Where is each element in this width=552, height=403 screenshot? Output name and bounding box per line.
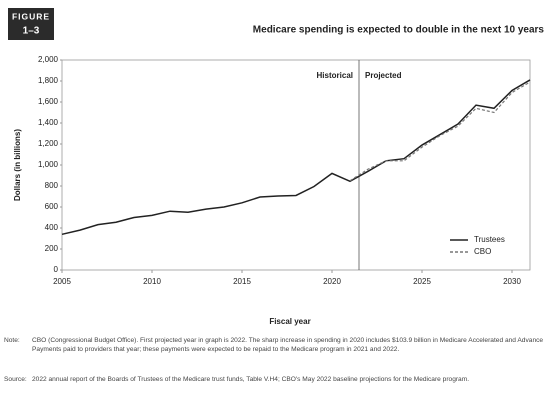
y-tick-label: 0 bbox=[54, 265, 59, 274]
figure-label: FIGURE bbox=[12, 11, 50, 21]
source-label: Source: bbox=[4, 376, 27, 383]
y-tick-label: 1,800 bbox=[38, 76, 59, 85]
x-tick-label: 2025 bbox=[413, 277, 431, 286]
y-tick-label: 800 bbox=[45, 181, 59, 190]
series-line bbox=[61, 79, 531, 236]
note-text: CBO (Congressional Budget Office). First… bbox=[32, 337, 544, 353]
x-axis-label: Fiscal year bbox=[269, 317, 310, 326]
legend-label: CBO bbox=[474, 247, 491, 256]
legend-label: Trustees bbox=[474, 235, 505, 244]
series-line bbox=[349, 81, 531, 182]
chart-title: Medicare spending is expected to double … bbox=[253, 25, 545, 36]
figure-badge bbox=[8, 8, 54, 40]
x-tick-label: 2020 bbox=[323, 277, 341, 286]
y-tick-label: 1,200 bbox=[38, 139, 59, 148]
y-tick-label: 2,000 bbox=[38, 55, 59, 64]
source-text: 2022 annual report of the Boards of Trus… bbox=[32, 376, 470, 383]
note-label: Note: bbox=[4, 337, 20, 344]
figure-number: 1–3 bbox=[23, 26, 40, 37]
divider-left-label: Historical bbox=[317, 71, 353, 80]
source: Source: 2022 annual report of the Boards … bbox=[4, 375, 544, 384]
y-tick-label: 600 bbox=[45, 202, 59, 211]
chart: FIGURE 1–3 Medicare spending is expected… bbox=[8, 8, 545, 326]
y-tick-label: 1,400 bbox=[38, 118, 59, 127]
x-tick-label: 2005 bbox=[53, 277, 71, 286]
x-tick-label: 2010 bbox=[143, 277, 161, 286]
note: Note: CBO (Congressional Budget Office). … bbox=[4, 336, 544, 354]
y-tick-label: 1,600 bbox=[38, 97, 59, 106]
x-tick-label: 2030 bbox=[503, 277, 521, 286]
y-tick-label: 200 bbox=[45, 244, 59, 253]
divider-right-label: Projected bbox=[365, 71, 402, 80]
y-axis-label: Dollars (in billions) bbox=[13, 129, 22, 201]
y-tick-label: 400 bbox=[45, 223, 59, 232]
plot-frame bbox=[61, 59, 531, 271]
x-tick-label: 2015 bbox=[233, 277, 251, 286]
y-tick-label: 1,000 bbox=[38, 160, 59, 169]
